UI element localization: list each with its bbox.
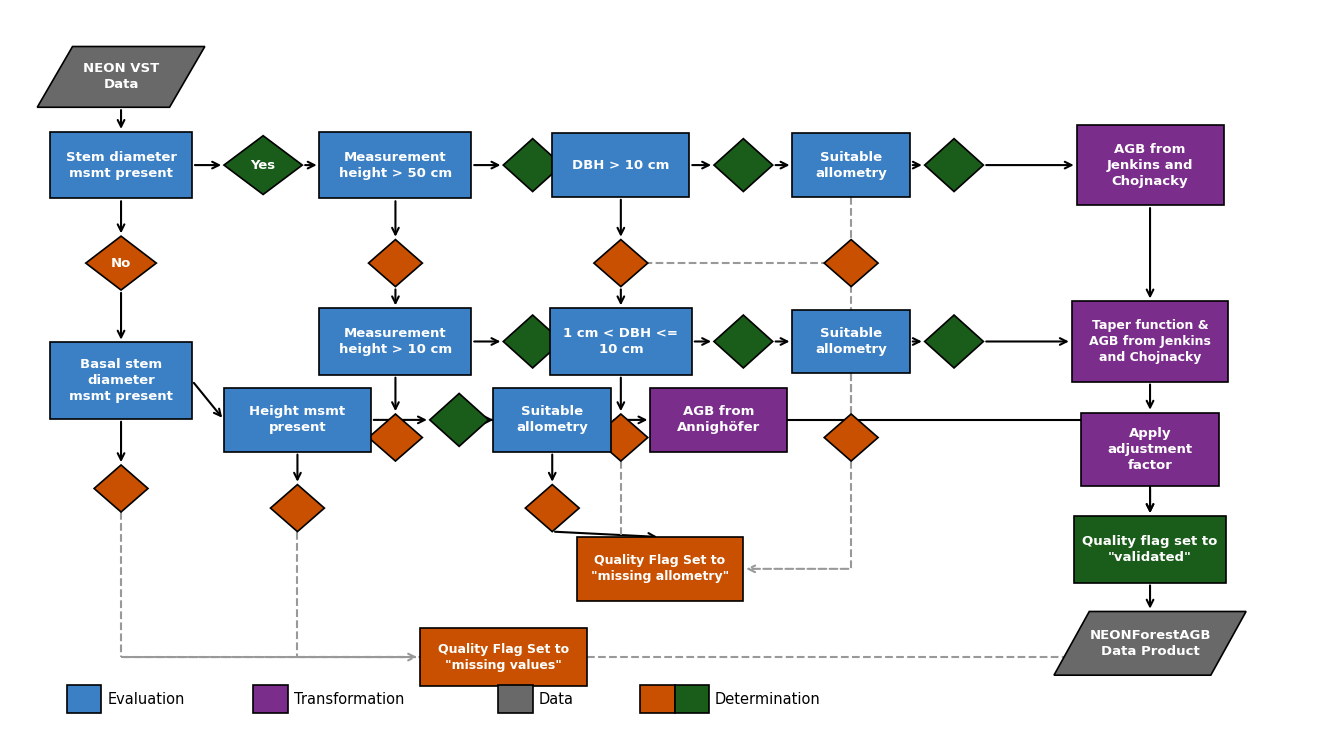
Polygon shape [37, 47, 205, 107]
Text: Measurement
height > 10 cm: Measurement height > 10 cm [339, 327, 451, 356]
Text: Measurement
height > 50 cm: Measurement height > 50 cm [339, 151, 451, 180]
Text: Stem diameter
msmt present: Stem diameter msmt present [66, 151, 176, 180]
FancyBboxPatch shape [420, 628, 587, 686]
Polygon shape [270, 485, 324, 531]
Text: Suitable
allometry: Suitable allometry [816, 151, 887, 180]
Text: NEONForestAGB
Data Product: NEONForestAGB Data Product [1090, 629, 1210, 658]
Text: NEON VST
Data: NEON VST Data [83, 62, 159, 91]
FancyBboxPatch shape [792, 310, 910, 374]
Polygon shape [924, 139, 984, 192]
Text: AGB from
Annighöfer: AGB from Annighöfer [677, 406, 760, 434]
FancyBboxPatch shape [224, 388, 371, 452]
FancyBboxPatch shape [552, 133, 690, 197]
Polygon shape [526, 485, 579, 531]
Polygon shape [594, 414, 647, 461]
FancyBboxPatch shape [68, 686, 102, 713]
FancyBboxPatch shape [253, 686, 287, 713]
FancyBboxPatch shape [792, 133, 910, 197]
Text: Suitable
allometry: Suitable allometry [516, 406, 588, 434]
Text: Quality Flag Set to
"missing values": Quality Flag Set to "missing values" [438, 643, 569, 672]
Polygon shape [714, 139, 773, 192]
FancyBboxPatch shape [498, 686, 532, 713]
FancyBboxPatch shape [319, 132, 471, 198]
Text: 1 cm < DBH <=
10 cm: 1 cm < DBH <= 10 cm [564, 327, 678, 356]
Polygon shape [503, 315, 563, 368]
Text: Evaluation: Evaluation [107, 692, 184, 707]
Text: Quality flag set to
"validated": Quality flag set to "validated" [1082, 535, 1218, 564]
Text: Data: Data [539, 692, 573, 707]
FancyBboxPatch shape [650, 388, 788, 452]
Polygon shape [368, 240, 422, 287]
Text: No: No [111, 257, 131, 270]
Polygon shape [824, 240, 878, 287]
Text: Suitable
allometry: Suitable allometry [816, 327, 887, 356]
Polygon shape [1054, 611, 1246, 675]
Text: Yes: Yes [250, 159, 275, 172]
FancyBboxPatch shape [641, 686, 675, 713]
FancyBboxPatch shape [50, 342, 192, 419]
FancyBboxPatch shape [1071, 301, 1229, 382]
Text: Transformation: Transformation [294, 692, 404, 707]
Text: Height msmt
present: Height msmt present [249, 406, 346, 434]
Text: Determination: Determination [715, 692, 821, 707]
Polygon shape [714, 315, 773, 368]
Polygon shape [503, 139, 563, 192]
Polygon shape [224, 136, 302, 194]
Text: Basal stem
diameter
msmt present: Basal stem diameter msmt present [69, 358, 173, 404]
FancyBboxPatch shape [1076, 125, 1223, 205]
FancyBboxPatch shape [549, 308, 692, 375]
FancyBboxPatch shape [319, 308, 471, 375]
FancyBboxPatch shape [1082, 412, 1218, 486]
Polygon shape [368, 414, 422, 461]
Polygon shape [924, 315, 984, 368]
FancyBboxPatch shape [577, 537, 743, 601]
FancyBboxPatch shape [675, 686, 710, 713]
Polygon shape [94, 465, 148, 512]
Polygon shape [86, 236, 156, 290]
Polygon shape [824, 414, 878, 461]
Text: Quality Flag Set to
"missing allometry": Quality Flag Set to "missing allometry" [591, 554, 730, 583]
Text: DBH > 10 cm: DBH > 10 cm [572, 159, 670, 172]
FancyBboxPatch shape [1074, 516, 1226, 583]
Text: Taper function &
AGB from Jenkins
and Chojnacky: Taper function & AGB from Jenkins and Ch… [1090, 319, 1211, 364]
Text: AGB from
Jenkins and
Chojnacky: AGB from Jenkins and Chojnacky [1107, 143, 1193, 188]
Polygon shape [430, 393, 489, 447]
FancyBboxPatch shape [494, 388, 612, 452]
Polygon shape [594, 240, 647, 287]
Text: Apply
adjustment
factor: Apply adjustment factor [1107, 427, 1193, 471]
FancyBboxPatch shape [50, 132, 192, 198]
